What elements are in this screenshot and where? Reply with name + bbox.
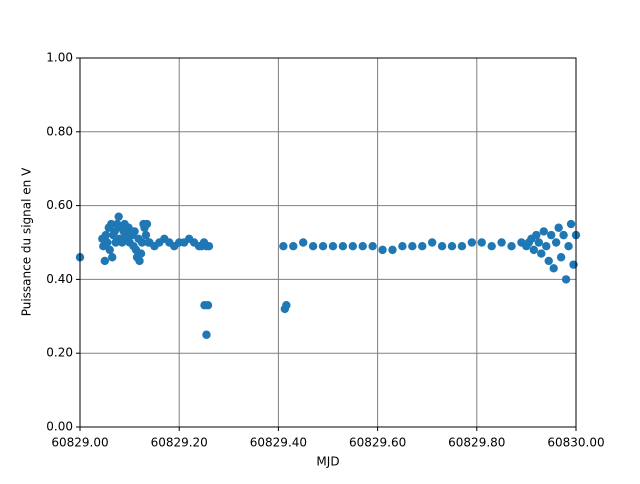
- point: [561, 275, 571, 284]
- y-tick-label: 0.40: [46, 272, 73, 286]
- point: [204, 241, 214, 251]
- point: [289, 241, 298, 251]
- point: [398, 241, 407, 251]
- point: [542, 241, 551, 251]
- point: [282, 301, 291, 310]
- point: [378, 245, 387, 255]
- point: [299, 238, 308, 247]
- point: [554, 223, 563, 232]
- x-tick-label: 60829.60: [349, 436, 406, 450]
- point: [447, 241, 457, 251]
- point: [103, 238, 112, 247]
- point: [107, 219, 116, 229]
- point: [566, 219, 576, 229]
- point: [136, 249, 146, 258]
- point: [108, 253, 117, 262]
- point: [551, 238, 561, 247]
- point: [427, 238, 437, 247]
- point: [437, 241, 447, 251]
- x-tick-label: 60829.40: [250, 436, 307, 450]
- point: [556, 253, 566, 262]
- points: [75, 212, 581, 339]
- point: [544, 256, 553, 266]
- point: [279, 241, 288, 251]
- x-tick-label: 60830.00: [547, 436, 604, 450]
- point: [408, 241, 417, 251]
- point: [338, 241, 348, 251]
- y-axis-label: Puissance du signal en V: [20, 167, 34, 316]
- point: [467, 238, 477, 247]
- point: [202, 330, 211, 339]
- point: [537, 249, 546, 258]
- point: [135, 256, 144, 266]
- point: [114, 212, 123, 221]
- point: [534, 238, 543, 247]
- point: [358, 241, 367, 251]
- point: [141, 230, 151, 240]
- point: [101, 230, 110, 240]
- point: [477, 238, 486, 247]
- point: [328, 241, 338, 251]
- y-tick-label: 0.80: [46, 124, 73, 138]
- x-tick-label: 60829.00: [51, 436, 108, 450]
- point: [137, 238, 147, 247]
- y-tick-label: 0.60: [46, 198, 73, 212]
- point: [388, 245, 397, 255]
- point: [368, 241, 377, 251]
- point: [418, 241, 427, 251]
- point: [539, 227, 548, 236]
- point: [564, 241, 573, 251]
- point: [110, 227, 119, 236]
- point: [549, 264, 558, 273]
- point: [100, 256, 110, 266]
- y-tick-label: 0.00: [46, 420, 73, 434]
- point: [105, 245, 114, 255]
- point: [348, 241, 357, 251]
- point: [457, 241, 467, 251]
- point: [532, 230, 541, 240]
- x-axis-label: MJD: [316, 455, 339, 469]
- axes-frame: [79, 57, 577, 428]
- x-tick-label: 60829.80: [448, 436, 505, 450]
- point: [142, 219, 152, 229]
- y-tick-label: 0.20: [46, 346, 73, 360]
- point: [497, 238, 506, 247]
- point: [529, 245, 539, 255]
- point: [559, 230, 568, 240]
- x-tick-label: 60829.20: [151, 436, 208, 450]
- point: [507, 241, 516, 251]
- y-tick-label: 1.00: [46, 51, 73, 65]
- point: [487, 241, 496, 251]
- point: [547, 230, 556, 240]
- point: [130, 227, 139, 236]
- point: [203, 301, 213, 310]
- point: [318, 241, 328, 251]
- point: [308, 241, 318, 251]
